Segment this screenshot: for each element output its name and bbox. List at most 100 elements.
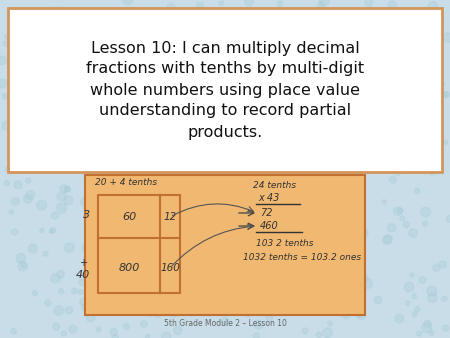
Circle shape (121, 172, 129, 180)
Circle shape (13, 161, 19, 167)
Circle shape (369, 107, 375, 113)
Circle shape (37, 70, 41, 74)
Circle shape (189, 158, 198, 167)
Circle shape (157, 165, 162, 170)
Circle shape (296, 237, 302, 243)
Circle shape (396, 132, 405, 140)
Circle shape (358, 273, 368, 283)
Circle shape (132, 182, 142, 192)
Circle shape (133, 230, 144, 240)
Circle shape (241, 90, 251, 100)
Circle shape (371, 24, 377, 30)
Circle shape (317, 269, 322, 274)
Circle shape (286, 14, 293, 20)
Circle shape (365, 0, 373, 6)
Circle shape (276, 271, 282, 278)
Circle shape (418, 151, 427, 161)
Circle shape (5, 167, 10, 172)
Circle shape (205, 214, 213, 221)
Circle shape (315, 47, 323, 55)
Circle shape (226, 65, 232, 72)
Circle shape (382, 200, 386, 204)
Circle shape (428, 2, 438, 11)
Circle shape (57, 76, 67, 86)
Circle shape (54, 54, 60, 60)
Circle shape (400, 110, 404, 114)
Circle shape (199, 95, 203, 99)
Circle shape (443, 91, 450, 98)
Circle shape (322, 182, 326, 186)
Circle shape (93, 59, 97, 64)
Circle shape (422, 323, 432, 333)
Circle shape (255, 183, 263, 191)
Circle shape (342, 81, 348, 88)
Circle shape (218, 210, 225, 217)
Circle shape (358, 258, 364, 263)
Circle shape (14, 39, 21, 45)
Circle shape (242, 225, 251, 233)
Circle shape (70, 124, 79, 133)
Circle shape (253, 333, 260, 338)
Circle shape (430, 139, 439, 148)
Circle shape (166, 196, 172, 202)
Circle shape (20, 150, 25, 155)
Circle shape (319, 269, 325, 274)
Circle shape (173, 186, 179, 192)
Circle shape (283, 84, 289, 91)
Circle shape (110, 216, 118, 224)
Circle shape (227, 26, 233, 32)
Circle shape (28, 244, 37, 253)
Circle shape (361, 63, 369, 70)
Circle shape (111, 184, 118, 191)
Circle shape (358, 312, 366, 319)
Circle shape (364, 89, 369, 94)
Circle shape (231, 237, 236, 242)
Circle shape (230, 209, 239, 218)
Circle shape (33, 8, 39, 13)
Circle shape (189, 43, 196, 49)
Circle shape (254, 320, 263, 329)
Circle shape (395, 314, 404, 323)
Circle shape (280, 121, 285, 126)
Circle shape (127, 232, 133, 237)
Circle shape (244, 309, 252, 317)
Circle shape (207, 195, 213, 201)
Circle shape (380, 28, 384, 32)
Circle shape (323, 100, 329, 107)
Circle shape (316, 7, 320, 11)
Circle shape (360, 152, 366, 158)
Circle shape (386, 66, 391, 71)
Circle shape (120, 76, 127, 83)
Circle shape (79, 279, 86, 286)
Text: Lesson 10: I can multiply decimal
fractions with tenths by multi-digit
whole num: Lesson 10: I can multiply decimal fracti… (86, 41, 364, 140)
Circle shape (360, 228, 368, 237)
Circle shape (305, 201, 314, 210)
Circle shape (11, 45, 21, 55)
Circle shape (382, 236, 391, 244)
Circle shape (368, 64, 374, 69)
Circle shape (68, 162, 72, 166)
Circle shape (84, 101, 89, 107)
Text: 20 + 4 tenths: 20 + 4 tenths (95, 178, 157, 187)
Circle shape (212, 133, 220, 141)
Circle shape (247, 200, 256, 208)
Circle shape (405, 301, 410, 306)
Circle shape (318, 120, 328, 130)
Circle shape (50, 227, 56, 233)
Circle shape (230, 31, 239, 39)
Text: 72: 72 (260, 208, 273, 218)
Text: 3: 3 (83, 210, 90, 220)
Circle shape (197, 3, 203, 10)
Circle shape (191, 113, 195, 117)
Text: 60: 60 (122, 212, 136, 222)
Circle shape (15, 136, 20, 141)
Circle shape (171, 44, 179, 51)
Circle shape (3, 94, 8, 99)
Circle shape (128, 33, 132, 38)
Circle shape (58, 7, 67, 16)
Circle shape (244, 127, 248, 131)
Circle shape (225, 303, 229, 308)
Circle shape (409, 122, 416, 129)
Circle shape (443, 92, 448, 97)
Circle shape (138, 165, 142, 169)
